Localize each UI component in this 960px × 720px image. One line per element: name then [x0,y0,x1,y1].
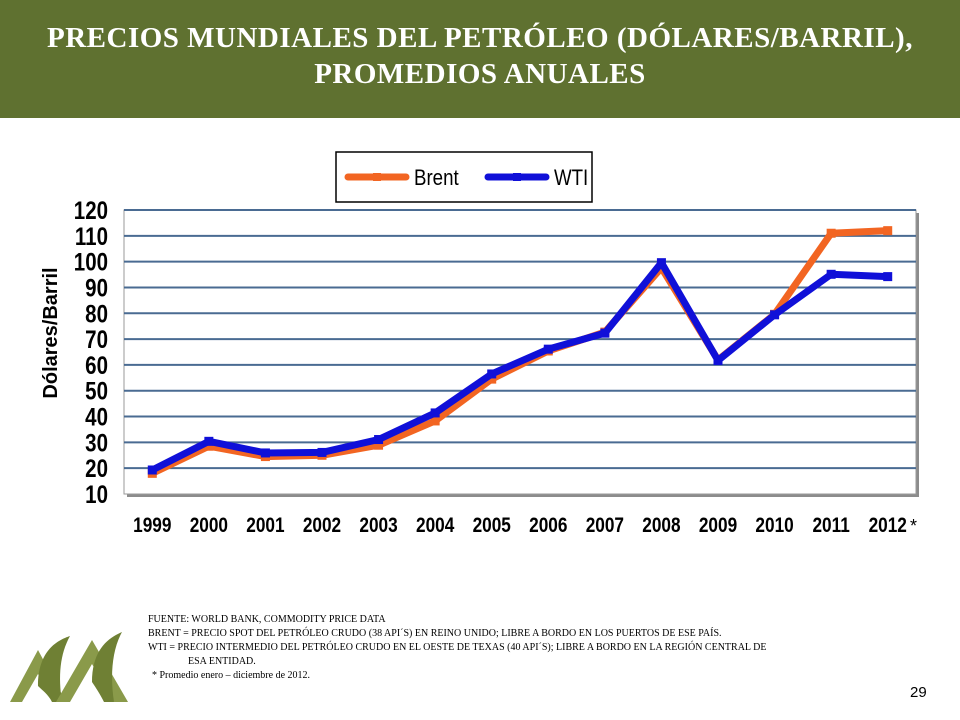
data-point-wti [487,369,497,379]
y-tick-label: 100 [74,248,108,276]
series-line-wti [148,259,892,474]
x-tick-label: 2004 [416,515,455,538]
x-tick-asterisk: * [910,516,917,536]
x-tick-label: 1999 [133,515,171,538]
x-tick-label: 2002 [303,515,341,538]
data-point-wti [770,310,780,320]
x-tick-label: 2001 [246,515,285,538]
x-tick-label: 2010 [755,515,793,538]
x-tick-label: 2003 [359,515,397,538]
y-tick-label: 50 [85,377,108,405]
y-tick-label: 60 [85,351,108,379]
y-tick-label: 70 [85,325,108,353]
y-tick-label: 120 [74,196,108,224]
x-tick-label: 2009 [699,515,737,538]
legend-marker-wti [513,173,521,181]
data-point-brent [374,440,384,450]
y-tick-label: 110 [75,222,108,250]
data-point-brent [204,441,214,451]
slide-title-line2: PROMEDIOS ANUALES [314,58,646,90]
x-tick-label: 2000 [190,515,228,538]
data-point-brent [430,416,440,426]
data-point-wti [430,408,440,418]
data-point-wti [826,269,836,279]
x-tick-label: 2007 [586,515,624,538]
title-bar: PRECIOS MUNDIALES DEL PETRÓLEO (DÓLARES/… [0,0,960,118]
data-point-wti [204,436,214,446]
data-point-wti [147,465,157,475]
x-tick-label: 2005 [473,515,512,538]
y-tick-label: 10 [85,480,108,508]
legend-label-wti: WTI [554,167,588,191]
slide-title: PRECIOS MUNDIALES DEL PETRÓLEO (DÓLARES/… [0,20,960,92]
note-wti-2: ESA ENTIDAD. [188,656,256,667]
y-tick-label: 40 [85,403,108,431]
y-tick-label: 90 [85,273,108,301]
data-point-wti [600,328,610,338]
page-number: 29 [910,684,927,701]
data-point-wti [656,258,666,268]
y-tick-label: 20 [85,454,108,482]
slide-title-line1: PRECIOS MUNDIALES DEL PETRÓLEO (DÓLARES/… [47,22,913,54]
y-tick-label: 80 [85,299,108,327]
data-point-wti [543,344,553,354]
y-axis-label: Dólares/Barril [40,267,62,398]
source-notes: FUENTE: WORLD BANK, COMMODITY PRICE DATA… [148,613,918,683]
data-point-wti [317,447,327,457]
data-point-wti [713,356,723,366]
x-tick-label: 2006 [529,515,567,538]
data-point-wti [374,435,384,445]
legend-label-brent: Brent [414,167,459,191]
note-average: * Promedio enero – diciembre de 2012. [152,670,311,681]
note-wti-1: WTI = PRECIO INTERMEDIO DEL PETRÓLEO CRU… [148,642,767,653]
organization-logo [10,632,128,702]
x-tick-label: 2012 [869,515,907,538]
note-source: FUENTE: WORLD BANK, COMMODITY PRICE DATA [148,614,386,625]
note-brent: BRENT = PRECIO SPOT DEL PETRÓLEO CRUDO (… [148,628,722,639]
data-point-brent [826,228,836,238]
y-tick-label: 30 [85,428,108,456]
data-point-brent [883,226,893,236]
data-point-brent [487,374,497,384]
x-tick-label: 2008 [642,515,681,538]
x-tick-label: 2011 [812,515,850,538]
legend-marker-brent [373,173,381,181]
data-point-wti [260,448,270,458]
plot-area [123,209,917,495]
data-point-wti [883,272,893,282]
